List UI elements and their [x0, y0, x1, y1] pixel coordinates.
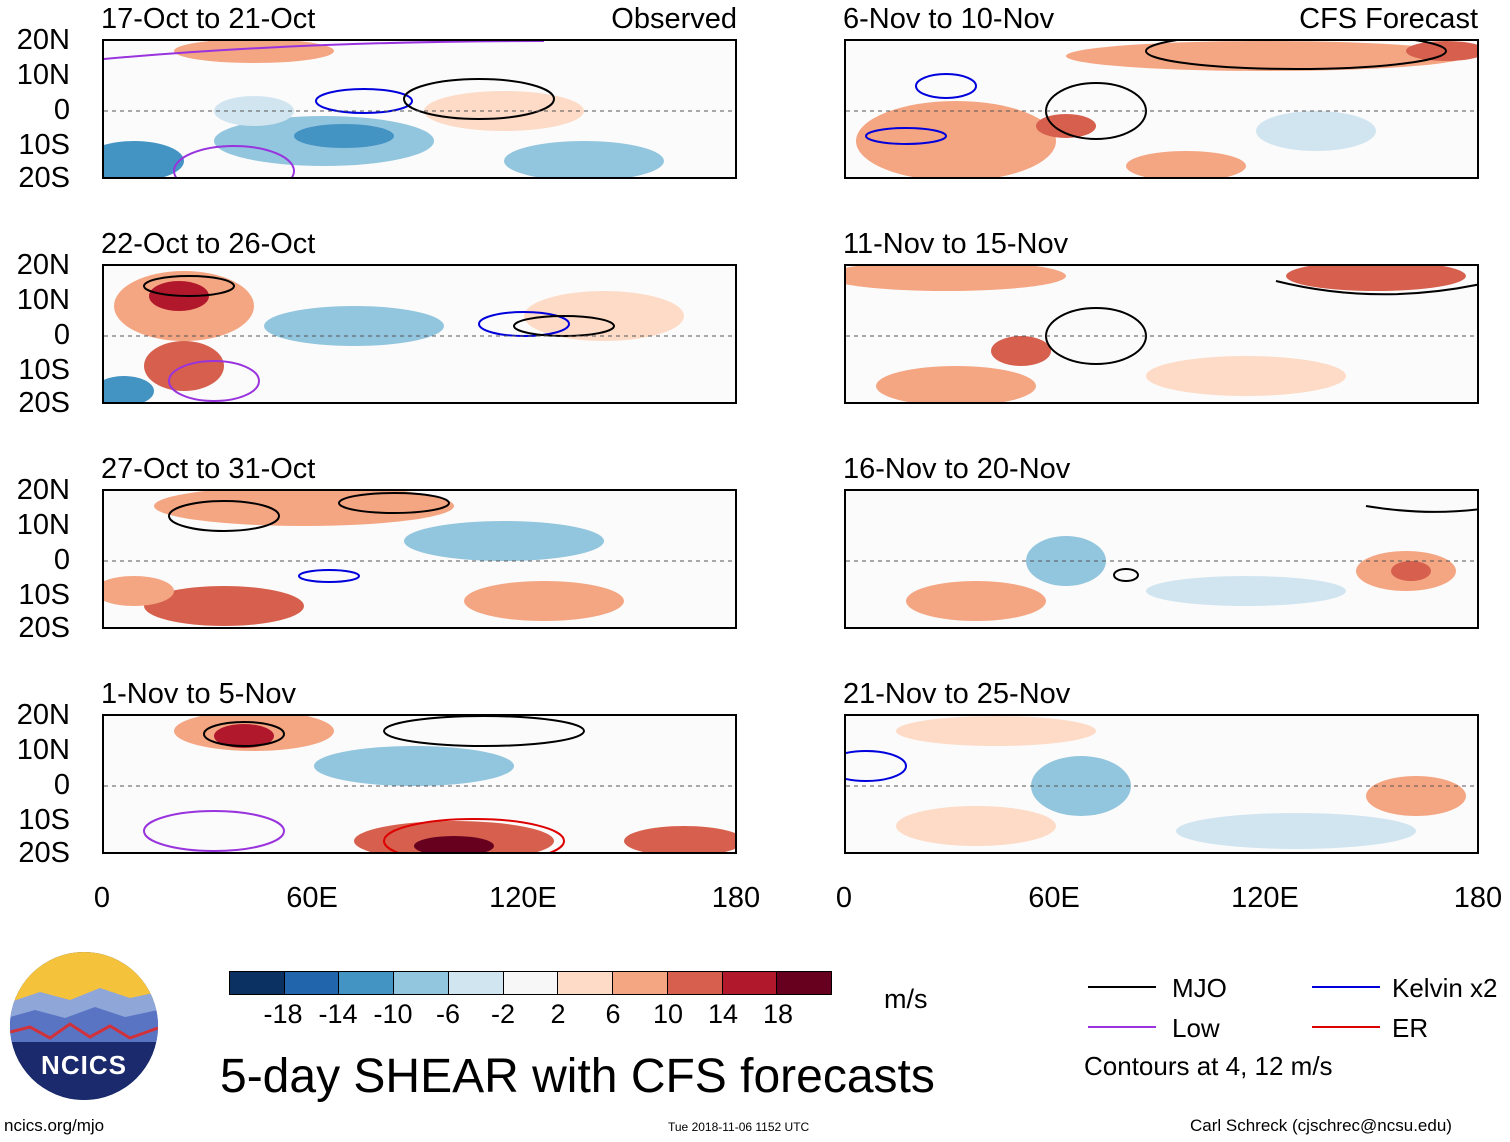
lat-label: 10N [16, 509, 70, 541]
main-title: 5-day SHEAR with CFS forecasts [220, 1050, 935, 1103]
lat-label: 20S [18, 612, 70, 644]
colorbar-tick: 10 [652, 999, 684, 1029]
lon-label: 60E [1028, 882, 1080, 914]
colorbar-tick: -2 [490, 999, 515, 1029]
panel-title: 21-Nov to 25-Nov [843, 678, 1071, 710]
lon-label: 120E [1231, 882, 1299, 914]
colorbar-tick: -10 [373, 999, 413, 1029]
colorbar-tick: -18 [263, 999, 303, 1029]
colorbar-swatch [558, 972, 614, 994]
lat-label: 20S [18, 837, 70, 869]
lon-label: 0 [93, 882, 111, 914]
shear-map [104, 716, 735, 852]
map-panel [844, 714, 1479, 854]
panel-label: CFS Forecast [1299, 3, 1478, 35]
colorbar-swatch [394, 972, 449, 994]
lon-label: 60E [286, 882, 338, 914]
colorbar-swatch [448, 972, 504, 994]
lat-label: 10N [16, 734, 70, 766]
footer-author: Carl Schreck (cjschrec@ncsu.edu) [1190, 1116, 1452, 1135]
lat-label: 10S [18, 129, 70, 161]
map-panel [844, 489, 1479, 629]
lon-label: 180 [1453, 882, 1503, 914]
map-panel [102, 489, 737, 629]
footer-url[interactable]: ncics.org/mjo [4, 1116, 105, 1135]
colorbar-swatch [777, 972, 832, 994]
lon-label: 0 [835, 882, 853, 914]
kelvin-label: Kelvin x2 [1392, 973, 1498, 1003]
lat-label: 0 [53, 544, 70, 576]
panel-title: 16-Nov to 20-Nov [843, 453, 1071, 485]
panel-title: 6-Nov to 10-Nov [843, 3, 1055, 35]
colorbar-unit: m/s [884, 984, 928, 1014]
colorbar-swatch [230, 972, 285, 994]
shear-map [104, 41, 735, 177]
lat-label: 20N [16, 474, 70, 506]
lat-label: 10N [16, 284, 70, 316]
lat-label: 0 [53, 94, 70, 126]
map-panel [102, 39, 737, 179]
low-line [1088, 1026, 1156, 1028]
colorbar-tick: 18 [762, 999, 794, 1029]
colorbar-tick: -6 [435, 999, 460, 1029]
map-panel [844, 264, 1479, 404]
shear-map [846, 716, 1477, 849]
colorbar-swatch [503, 972, 559, 994]
lat-label: 20N [16, 699, 70, 731]
panel-title: 11-Nov to 15-Nov [843, 228, 1069, 260]
mjo-line [1088, 986, 1156, 988]
footer-timestamp: Tue 2018-11-06 1152 UTC [668, 1120, 810, 1134]
shear-map [104, 271, 735, 402]
lat-label: 10S [18, 354, 70, 386]
colorbar-tick: -14 [318, 999, 358, 1029]
colorbar-tick: 2 [550, 999, 566, 1029]
kelvin-line [1312, 986, 1380, 988]
er-line [1312, 1026, 1380, 1028]
panel-title: 22-Oct to 26-Oct [101, 228, 316, 260]
panel-title: 1-Nov to 5-Nov [101, 678, 297, 710]
map-panel [102, 264, 737, 404]
lat-label: 20S [18, 387, 70, 419]
colorbar-swatch [339, 972, 395, 994]
shear-map [104, 491, 735, 626]
low-label: Low [1172, 1013, 1220, 1043]
lat-label: 10S [18, 804, 70, 836]
colorbar-swatch [667, 972, 723, 994]
map-panel [102, 714, 737, 854]
lat-label: 20N [16, 24, 70, 56]
map-panel [844, 39, 1479, 179]
shear-map [846, 41, 1477, 177]
lat-label: 0 [53, 769, 70, 801]
panel-title: 27-Oct to 31-Oct [101, 453, 316, 485]
mjo-label: MJO [1172, 973, 1227, 1003]
ncics-logo: NCICS [10, 952, 158, 1100]
contours-note: Contours at 4, 12 m/s [1084, 1051, 1333, 1081]
lat-label: 10S [18, 579, 70, 611]
colorbar-swatch [613, 972, 668, 994]
colorbar-swatch [722, 972, 778, 994]
lat-label: 10N [16, 59, 70, 91]
panel-title: 17-Oct to 21-Oct [101, 3, 316, 35]
colorbar-tick: 6 [605, 999, 621, 1029]
colorbar-tick: 14 [707, 999, 739, 1029]
shear-map [846, 266, 1477, 402]
logo-text: NCICS [41, 1050, 127, 1080]
panel-label: Observed [611, 3, 737, 35]
lat-label: 20N [16, 249, 70, 281]
er-label: ER [1392, 1013, 1429, 1043]
lat-label: 0 [53, 319, 70, 351]
colorbar [229, 971, 832, 995]
lat-label: 20S [18, 162, 70, 194]
lon-label: 120E [489, 882, 557, 914]
shear-map [846, 505, 1477, 621]
colorbar-swatch [284, 972, 340, 994]
lon-label: 180 [711, 882, 761, 914]
